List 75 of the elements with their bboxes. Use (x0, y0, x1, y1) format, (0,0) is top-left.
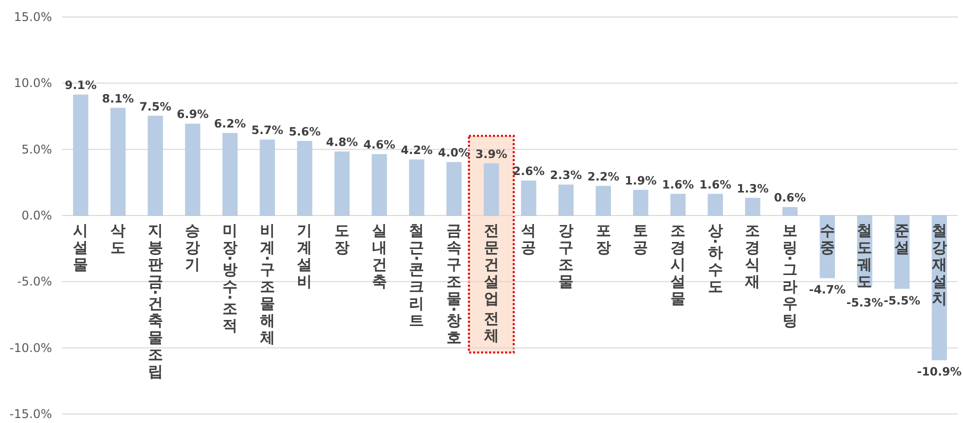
bar (446, 162, 462, 216)
data-label: 8.1% (102, 91, 134, 106)
data-label: -5.5% (884, 293, 921, 308)
x-tick-label: 삭도 (110, 222, 126, 256)
category-label: 지붕판금·건축물조립 (148, 222, 163, 380)
x-tick-label: 미장·방수·조적 (222, 222, 238, 334)
data-label: 5.6% (288, 124, 322, 138)
bar (185, 124, 200, 216)
data-label: 3.9% (475, 146, 508, 161)
data-label: 1.6% (699, 177, 732, 192)
x-tick-label: 강구조물 (558, 222, 574, 290)
data-label: 0.6% (774, 190, 806, 205)
data-label: 4.0% (438, 146, 470, 160)
bar (334, 151, 350, 216)
bar (260, 140, 275, 216)
data-label: 5.7% (251, 123, 284, 138)
data-label: 4.8% (326, 134, 358, 149)
data-label: 1.3% (736, 181, 770, 196)
data-label: 2.6% (512, 164, 546, 178)
y-tick-label: 15.0% (14, 10, 52, 24)
bar (409, 159, 424, 216)
x-tick-label: 석공 (521, 222, 536, 256)
x-tick-label: 도장 (334, 222, 350, 256)
x-tick-label: 토공 (633, 222, 648, 256)
bar (782, 207, 798, 216)
data-label: 2.2% (587, 169, 620, 184)
bar (222, 132, 238, 216)
y-tick-label: 10.0% (14, 76, 52, 90)
bar (670, 194, 686, 216)
data-label: -5.3% (846, 296, 884, 310)
x-tick-label: 포장 (596, 222, 611, 256)
data-label: -10.9% (916, 364, 962, 379)
y-tick-label: 5.0% (22, 142, 52, 156)
x-tick-label: 시설물 (73, 222, 88, 274)
y-tick-label: -15.0% (10, 407, 52, 421)
x-tick-label: 상·하수도 (708, 222, 723, 296)
bar (708, 194, 723, 216)
x-tick-label: 기계설비 (297, 222, 312, 290)
x-tick-label: 준설 (894, 222, 910, 256)
bar (521, 180, 536, 216)
y-tick-label: -5.0% (17, 274, 52, 289)
x-tick-label: 비계·구조물해체 (258, 222, 275, 346)
data-label: 4.2% (400, 142, 434, 157)
x-tick-label: 조경시설물 (670, 222, 686, 308)
x-tick-label: 보링·그라우팅 (782, 222, 798, 330)
x-tick-label: 철근·콘크리트 (409, 222, 424, 330)
bar (633, 190, 648, 216)
x-tick-label: 승강기 (185, 222, 200, 274)
data-label: 2.3% (550, 168, 582, 182)
bar (148, 116, 163, 216)
bar (110, 108, 126, 216)
bar (372, 154, 387, 216)
data-label: 4.6% (363, 138, 396, 152)
data-label: -4.7% (808, 282, 846, 297)
bar (73, 94, 88, 216)
x-tick-label: 철도궤도 (857, 222, 872, 290)
x-tick-label: 수중 (820, 222, 835, 256)
data-label: 7.5% (139, 99, 172, 114)
bar (745, 198, 760, 216)
data-label: 1.6% (662, 177, 694, 192)
data-label: 6.9% (176, 107, 210, 122)
data-label: 6.2% (214, 116, 246, 130)
x-tick-label: 금속구조물·창호 (446, 222, 462, 346)
x-tick-label: 전문건설업 전체 (482, 222, 499, 344)
x-tick-label: 조경식재 (744, 222, 760, 290)
bar (484, 163, 499, 216)
bar (297, 140, 312, 216)
data-label: 9.1% (64, 78, 98, 92)
data-label: 1.9% (624, 173, 658, 188)
y-tick-label: 0.0% (22, 208, 52, 222)
x-tick-label: 철강재설치 (930, 222, 947, 308)
bar (596, 186, 611, 216)
bar (558, 184, 574, 216)
x-tick-label: 실내건축 (372, 222, 387, 290)
y-tick-label: -10.0% (10, 340, 52, 355)
